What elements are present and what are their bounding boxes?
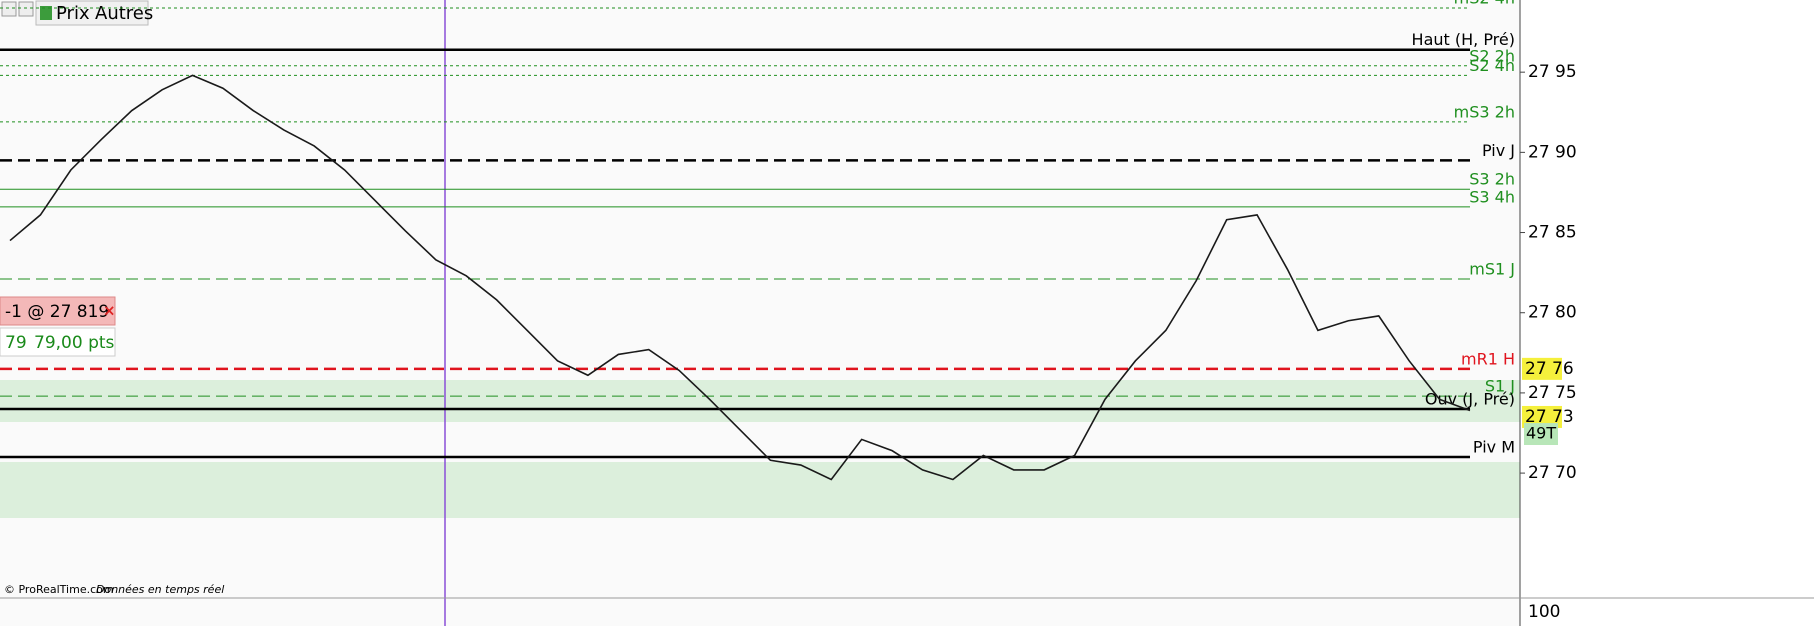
tab[interactable]: Autres	[95, 3, 153, 24]
zone	[0, 462, 1520, 518]
price-tag-bg	[1522, 405, 1562, 428]
close-button[interactable]: ×	[103, 302, 116, 320]
level-label: S2 4h	[1469, 56, 1515, 75]
tab[interactable]: Prix	[56, 3, 90, 24]
y-tick-label: 27 70	[1528, 463, 1577, 483]
pnl-bg	[0, 327, 116, 357]
level-label: Ouv (J, Pré)	[1425, 389, 1515, 408]
tool-icon[interactable]	[18, 1, 34, 17]
y-tick-label: 27 95	[1528, 62, 1577, 82]
volume-tag-bg	[1524, 423, 1558, 445]
level-label: mS2 4h	[1454, 0, 1515, 8]
price-tag: 27 76	[1525, 359, 1574, 379]
level-label: mS1 J	[1469, 260, 1515, 279]
y-tick-label: 27 80	[1528, 303, 1577, 323]
level-label: mR1 H	[1461, 349, 1515, 368]
plot-bg	[0, 0, 1520, 626]
realtime-note: Données en temps réel	[96, 583, 224, 596]
position-pnl: 79,00 pts	[34, 333, 115, 353]
level-label: Piv J	[1482, 141, 1515, 160]
level-label: S1 J	[1485, 377, 1515, 396]
tool-icon[interactable]	[1, 1, 17, 17]
position-label: -1 @ 27 819	[5, 302, 109, 322]
price-tag: 27 73	[1525, 407, 1574, 427]
credit: © ProRealTime.com	[4, 583, 114, 596]
y-tick-label: 27 85	[1528, 223, 1577, 243]
level-label: Haut (H, Pré)	[1412, 30, 1515, 49]
position-qty: 79	[5, 333, 27, 353]
y-tick-label: 27 75	[1528, 383, 1577, 403]
level-label: Piv M	[1473, 438, 1515, 457]
position-bg	[0, 296, 116, 326]
tab-bar	[35, 0, 149, 26]
position-box: -1 @ 27 819 × 79 79,00 pts	[0, 296, 116, 357]
level-label: S3 2h	[1469, 170, 1515, 189]
y-tick-label: 27 90	[1528, 142, 1577, 162]
level-label: S3 4h	[1469, 187, 1515, 206]
level-label: S2 2h	[1469, 46, 1515, 65]
price-line	[9, 74, 1471, 481]
lower-axis-label: 100	[1528, 602, 1560, 622]
volume-tag: 49T	[1526, 424, 1556, 443]
zone	[0, 380, 1520, 422]
price-tag-bg	[1522, 357, 1562, 380]
level-label: mS3 2h	[1454, 102, 1515, 121]
tab-icon	[40, 6, 52, 20]
